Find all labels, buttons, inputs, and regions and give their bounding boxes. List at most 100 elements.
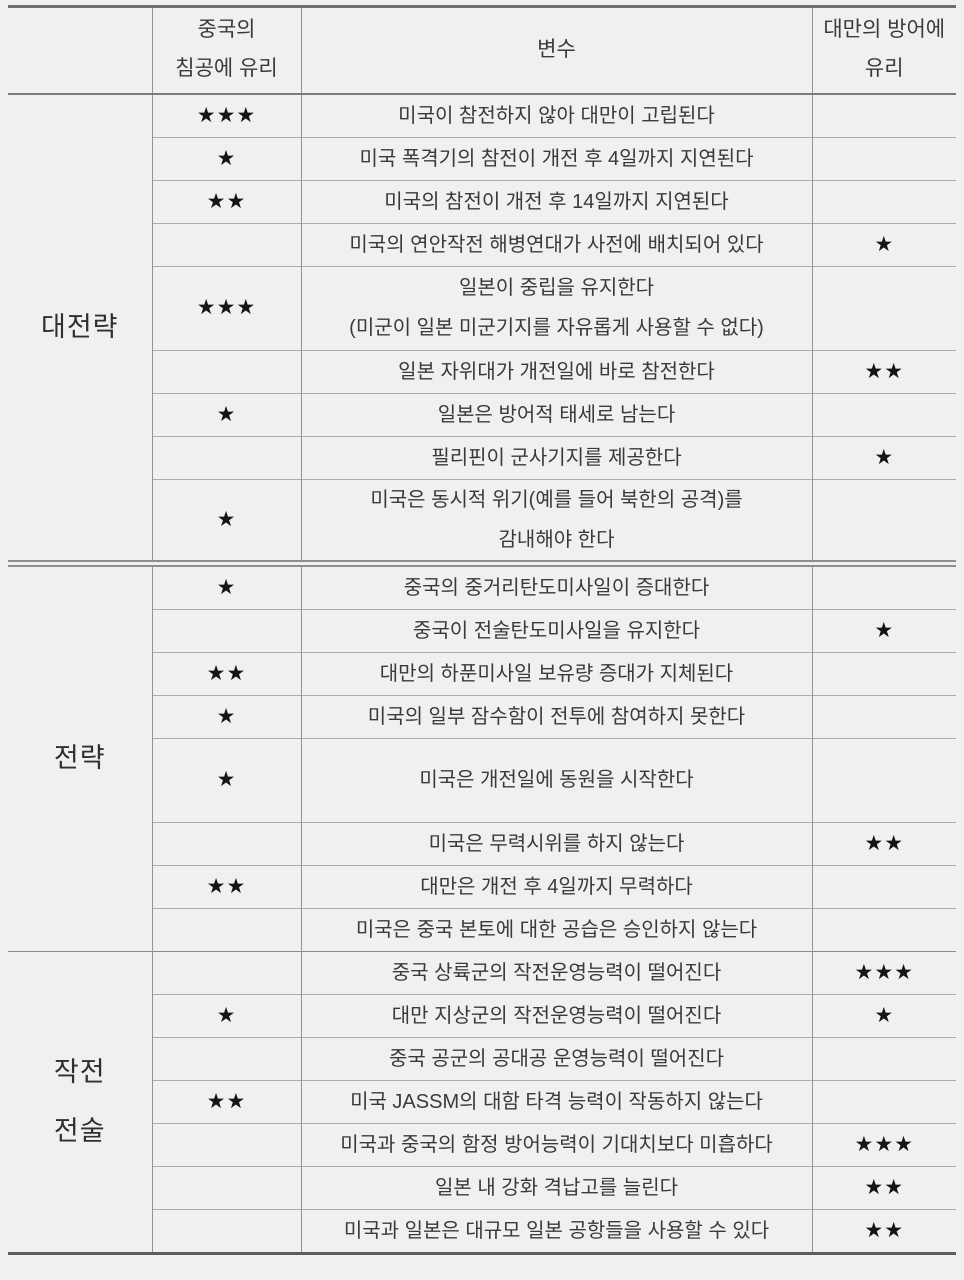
table-body: 대전략 ★★★ 미국이 참전하지 않아 대만이 고립된다 ★ 미국 폭격기의 참전이 개…	[8, 93, 956, 1253]
variable-text: 대만은 개전 후 4일까지 무력하다	[301, 864, 813, 908]
table-row: 전략 ★ 중국의 중거리탄도미사일이 증대한다	[8, 559, 956, 951]
header-variable: 변수	[301, 5, 813, 95]
china-advantage-stars	[152, 222, 302, 266]
table-row: 작전 전술 중국 상륙군의 작전운영능력이 떨어진다 ★★★	[8, 950, 956, 1253]
variable-text: 중국의 중거리탄도미사일이 증대한다	[301, 559, 813, 609]
taiwan-advantage-stars: ★	[812, 608, 956, 652]
china-advantage-stars	[152, 1208, 302, 1253]
china-advantage-stars	[152, 1165, 302, 1209]
taiwan-advantage-stars	[812, 694, 956, 738]
china-advantage-stars: ★	[152, 737, 302, 822]
variable-text: 일본은 방어적 태세로 남는다	[301, 392, 813, 436]
group-label: 작전 전술	[8, 950, 153, 1253]
china-advantage-stars: ★	[152, 136, 302, 180]
china-advantage-stars: ★	[152, 993, 302, 1037]
taiwan-advantage-stars	[812, 136, 956, 180]
table-row: ★ 미국의 일부 잠수함이 전투에 참여하지 못한다	[8, 694, 956, 738]
table-row: 일본 자위대가 개전일에 바로 참전한다 ★★	[8, 349, 956, 393]
taiwan-advantage-stars	[812, 93, 956, 137]
variable-text: 미국의 연안작전 해병연대가 사전에 배치되어 있다	[301, 222, 813, 266]
variable-text: 일본 내 강화 격납고를 늘린다	[301, 1165, 813, 1209]
variable-text: 미국의 일부 잠수함이 전투에 참여하지 못한다	[301, 694, 813, 738]
china-advantage-stars: ★★	[152, 864, 302, 908]
taiwan-advantage-stars: ★★	[812, 349, 956, 393]
taiwan-advantage-stars	[812, 1036, 956, 1080]
table-row: 미국은 중국 본토에 대한 공습은 승인하지 않는다	[8, 907, 956, 951]
variable-text: 미국은 동시적 위기(예를 들어 북한의 공격)를 감내해야 한다	[301, 478, 813, 563]
table-row: ★ 미국은 개전일에 동원을 시작한다	[8, 737, 956, 822]
variable-text: 필리핀이 군사기지를 제공한다	[301, 435, 813, 479]
variable-text: 일본 자위대가 개전일에 바로 참전한다	[301, 349, 813, 393]
taiwan-advantage-stars: ★★	[812, 1165, 956, 1209]
china-advantage-stars: ★★	[152, 179, 302, 223]
china-advantage-stars: ★★	[152, 651, 302, 695]
table-row: ★ 대만 지상군의 작전운영능력이 떨어진다 ★	[8, 993, 956, 1037]
taiwan-advantage-stars: ★★★	[812, 1122, 956, 1166]
table-row: ★★ 대만의 하푼미사일 보유량 증대가 지체된다	[8, 651, 956, 695]
variable-text: 미국은 중국 본토에 대한 공습은 승인하지 않는다	[301, 907, 813, 951]
variable-text: 미국은 개전일에 동원을 시작한다	[301, 737, 813, 822]
table-row: 미국과 중국의 함정 방어능력이 기대치보다 미흡하다 ★★★	[8, 1122, 956, 1166]
table-row: ★ 미국은 동시적 위기(예를 들어 북한의 공격)를 감내해야 한다	[8, 478, 956, 563]
table-row: 미국의 연안작전 해병연대가 사전에 배치되어 있다 ★	[8, 222, 956, 266]
taiwan-advantage-stars	[812, 392, 956, 436]
table-row: 대전략 ★★★ 미국이 참전하지 않아 대만이 고립된다	[8, 93, 956, 563]
variable-text: 중국 공군의 공대공 운영능력이 떨어진다	[301, 1036, 813, 1080]
header-taiwan-advantage: 대만의 방어에 유리	[812, 5, 956, 95]
china-advantage-stars: ★	[152, 392, 302, 436]
taiwan-advantage-stars	[812, 737, 956, 822]
taiwan-advantage-stars	[812, 907, 956, 951]
taiwan-advantage-stars	[812, 478, 956, 563]
table-row: 필리핀이 군사기지를 제공한다 ★	[8, 435, 956, 479]
group-label: 전략	[8, 559, 153, 951]
variable-text: 미국과 일본은 대규모 일본 공항들을 사용할 수 있다	[301, 1208, 813, 1253]
variable-text: 미국과 중국의 함정 방어능력이 기대치보다 미흡하다	[301, 1122, 813, 1166]
table-row: 미국은 무력시위를 하지 않는다 ★★	[8, 821, 956, 865]
variable-text: 대만의 하푼미사일 보유량 증대가 지체된다	[301, 651, 813, 695]
taiwan-advantage-stars: ★	[812, 993, 956, 1037]
china-advantage-stars	[152, 907, 302, 951]
header-row: 중국의 침공에 유리 변수 대만의 방어에 유리	[8, 5, 956, 95]
table-row: ★★★ 일본이 중립을 유지한다 (미군이 일본 미군기지를 자유롭게 사용할 수…	[8, 265, 956, 350]
variable-text: 미국은 무력시위를 하지 않는다	[301, 821, 813, 865]
variable-text: 미국 폭격기의 참전이 개전 후 4일까지 지연된다	[301, 136, 813, 180]
taiwan-advantage-stars: ★★	[812, 821, 956, 865]
variable-text: 미국이 참전하지 않아 대만이 고립된다	[301, 93, 813, 137]
china-advantage-stars: ★★★	[152, 93, 302, 137]
taiwan-advantage-stars	[812, 179, 956, 223]
table-row: ★★ 대만은 개전 후 4일까지 무력하다	[8, 864, 956, 908]
china-advantage-stars	[152, 950, 302, 994]
table-row: ★ 미국 폭격기의 참전이 개전 후 4일까지 지연된다	[8, 136, 956, 180]
taiwan-advantage-stars: ★	[812, 435, 956, 479]
table-row: ★★ 미국 JASSM의 대함 타격 능력이 작동하지 않는다	[8, 1079, 956, 1123]
table-row: 중국 공군의 공대공 운영능력이 떨어진다	[8, 1036, 956, 1080]
variable-text: 일본이 중립을 유지한다 (미군이 일본 미군기지를 자유롭게 사용할 수 없다…	[301, 265, 813, 350]
taiwan-advantage-stars: ★★	[812, 1208, 956, 1253]
variable-text: 중국 상륙군의 작전운영능력이 떨어진다	[301, 950, 813, 994]
table-row: 미국과 일본은 대규모 일본 공항들을 사용할 수 있다 ★★	[8, 1208, 956, 1253]
taiwan-advantage-stars	[812, 651, 956, 695]
taiwan-advantage-stars	[812, 265, 956, 350]
table-row: 일본 내 강화 격납고를 늘린다 ★★	[8, 1165, 956, 1209]
taiwan-advantage-stars	[812, 1079, 956, 1123]
wargame-variables-table: 중국의 침공에 유리 변수 대만의 방어에 유리 대전략 ★★★ 미국이 참전하지 …	[8, 5, 956, 1255]
china-advantage-stars: ★	[152, 559, 302, 609]
variable-text: 미국 JASSM의 대함 타격 능력이 작동하지 않는다	[301, 1079, 813, 1123]
china-advantage-stars	[152, 349, 302, 393]
taiwan-advantage-stars: ★★★	[812, 950, 956, 994]
china-advantage-stars: ★	[152, 694, 302, 738]
china-advantage-stars	[152, 1122, 302, 1166]
group-label: 대전략	[8, 93, 153, 563]
china-advantage-stars	[152, 1036, 302, 1080]
taiwan-advantage-stars	[812, 559, 956, 609]
table-row: ★★ 미국의 참전이 개전 후 14일까지 지연된다	[8, 179, 956, 223]
china-advantage-stars: ★★	[152, 1079, 302, 1123]
header-corner-cell	[8, 5, 153, 95]
variable-text: 중국이 전술탄도미사일을 유지한다	[301, 608, 813, 652]
header-china-advantage: 중국의 침공에 유리	[152, 5, 302, 95]
china-advantage-stars: ★★★	[152, 265, 302, 350]
table-row: 중국이 전술탄도미사일을 유지한다 ★	[8, 608, 956, 652]
china-advantage-stars	[152, 435, 302, 479]
china-advantage-stars	[152, 821, 302, 865]
taiwan-advantage-stars	[812, 864, 956, 908]
